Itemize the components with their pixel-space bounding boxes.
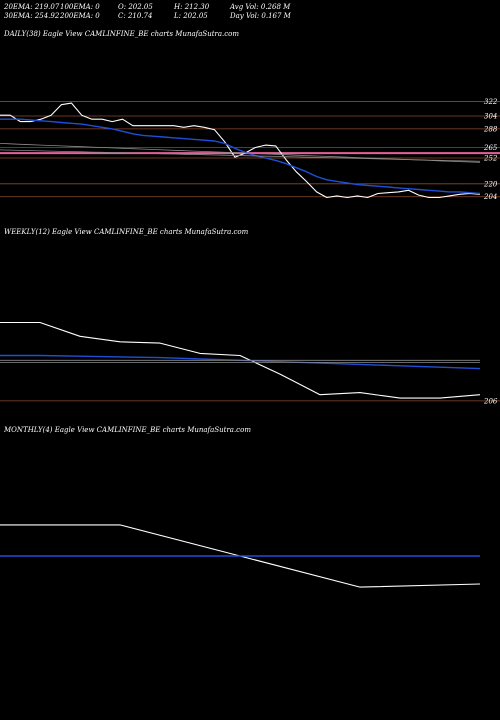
header-ema200: 200EMA: 0 bbox=[59, 12, 100, 20]
level-label-288: 288 bbox=[483, 125, 498, 133]
price-line bbox=[0, 321, 481, 399]
header-avg-vol: Avg Vol: 0.268 M bbox=[229, 3, 291, 11]
monthly-panel bbox=[0, 524, 481, 588]
header-ema30: 30EMA: 254.92 bbox=[4, 12, 60, 20]
header-readout: 20EMA: 219.07 100EMA: 0 O: 202.05 H: 212… bbox=[3, 3, 292, 20]
monthly-panel-title: MONTHLY(4) Eagle View CAMLINFINE_BE char… bbox=[3, 426, 251, 434]
level-label-265: 265 bbox=[483, 144, 498, 152]
level-label-322: 322 bbox=[484, 98, 498, 106]
header-day-vol: Day Vol: 0.167 M bbox=[229, 12, 292, 20]
level-label-304: 304 bbox=[484, 112, 497, 120]
weekly-panel-title: WEEKLY(12) Eagle View CAMLINFINE_BE char… bbox=[4, 228, 249, 236]
level-label-220: 220 bbox=[483, 180, 498, 188]
ema-line bbox=[0, 118, 481, 195]
price-line bbox=[0, 102, 481, 199]
daily-panel: 322 304 288 265 252 220 204 bbox=[0, 98, 500, 201]
header-open: O: 202.05 bbox=[118, 3, 153, 11]
level-label-206: 206 bbox=[483, 397, 498, 405]
daily-panel-title: DAILY(38) Eagle View CAMLINFINE_BE chart… bbox=[3, 30, 239, 38]
weekly-panel: 206 bbox=[0, 321, 500, 405]
header-high: H: 212.30 bbox=[173, 3, 210, 11]
grey-b-line bbox=[0, 149, 481, 162]
header-close: C: 210.74 bbox=[118, 12, 152, 20]
header-low: L: 202.05 bbox=[173, 12, 208, 20]
header-ema20: 20EMA: 219.07 bbox=[3, 3, 60, 11]
level-label-252: 252 bbox=[483, 154, 498, 162]
level-label-204: 204 bbox=[483, 193, 497, 201]
header-ema100: 100EMA: 0 bbox=[60, 3, 100, 11]
